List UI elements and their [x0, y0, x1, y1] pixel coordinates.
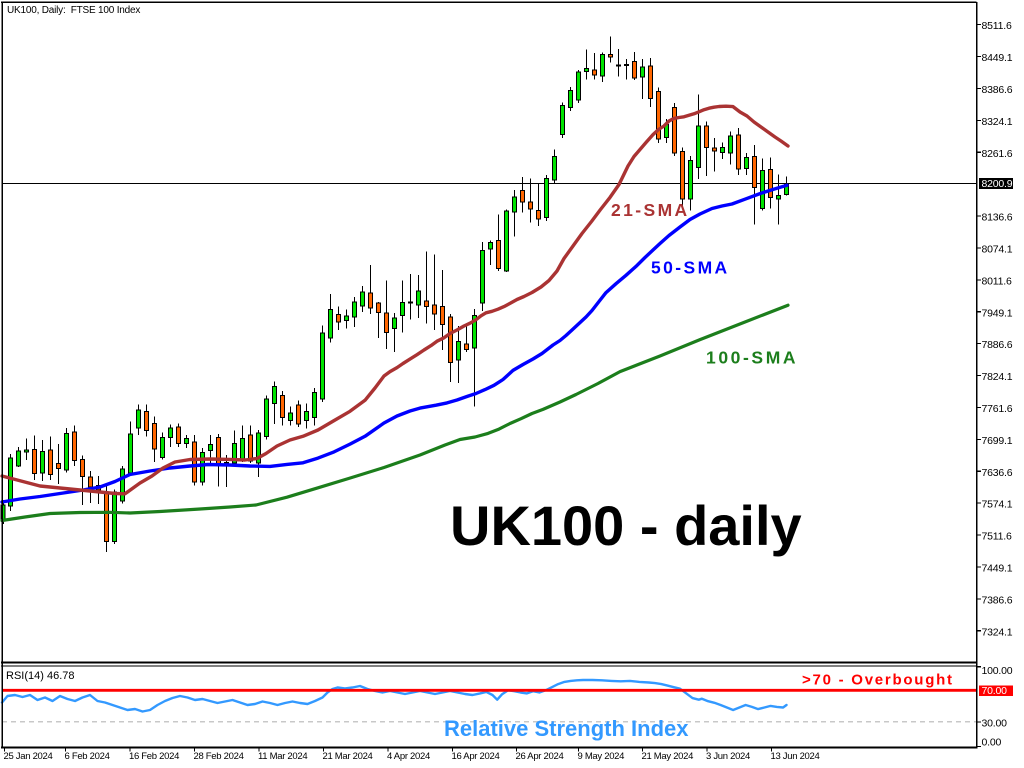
svg-text:UK100 - daily: UK100 - daily: [450, 494, 802, 557]
svg-text:8074.1: 8074.1: [982, 244, 1013, 256]
svg-text:8511.6: 8511.6: [982, 20, 1012, 32]
svg-text:25 Jan 2024: 25 Jan 2024: [4, 751, 53, 762]
svg-text:8136.6: 8136.6: [982, 212, 1013, 224]
svg-text:>70 - Overbought: >70 - Overbought: [802, 672, 954, 689]
svg-text:7386.6: 7386.6: [982, 594, 1013, 606]
svg-text:3 Jun 2024: 3 Jun 2024: [706, 751, 750, 762]
svg-text:8386.6: 8386.6: [982, 84, 1013, 96]
svg-text:7699.1: 7699.1: [982, 435, 1013, 447]
svg-text:8200.9: 8200.9: [982, 178, 1013, 190]
svg-text:13 Jun 2024: 13 Jun 2024: [771, 751, 820, 762]
svg-text:8449.1: 8449.1: [982, 52, 1013, 64]
svg-text:UK100, Daily: FTSE 100 Index: UK100, Daily: FTSE 100 Index: [7, 5, 140, 16]
svg-text:70.00: 70.00: [982, 685, 1008, 697]
svg-text:7449.1: 7449.1: [982, 563, 1013, 575]
svg-text:7574.1: 7574.1: [982, 499, 1013, 511]
svg-text:100-SMA: 100-SMA: [706, 348, 798, 368]
svg-text:8261.6: 8261.6: [982, 148, 1013, 160]
svg-text:7949.1: 7949.1: [982, 307, 1013, 319]
svg-text:6 Feb 2024: 6 Feb 2024: [65, 751, 110, 762]
svg-text:16 Apr 2024: 16 Apr 2024: [452, 751, 500, 762]
svg-text:28 Feb 2024: 28 Feb 2024: [194, 751, 244, 762]
svg-text:30.00: 30.00: [982, 717, 1008, 729]
svg-text:21 Mar 2024: 21 Mar 2024: [323, 751, 373, 762]
svg-text:21 May 2024: 21 May 2024: [642, 751, 694, 762]
svg-text:21-SMA: 21-SMA: [611, 200, 690, 220]
svg-text:50-SMA: 50-SMA: [651, 258, 730, 278]
svg-text:7824.1: 7824.1: [982, 371, 1013, 383]
svg-text:7636.6: 7636.6: [982, 467, 1013, 479]
svg-text:7511.6: 7511.6: [982, 531, 1012, 543]
svg-text:9 May 2024: 9 May 2024: [578, 751, 625, 762]
svg-text:16 Feb 2024: 16 Feb 2024: [129, 751, 179, 762]
svg-text:RSI(14) 46.78: RSI(14) 46.78: [6, 670, 74, 682]
svg-text:7761.6: 7761.6: [982, 403, 1013, 415]
svg-text:7886.6: 7886.6: [982, 339, 1013, 351]
svg-text:8011.6: 8011.6: [982, 275, 1012, 287]
svg-text:11 Mar 2024: 11 Mar 2024: [258, 751, 307, 762]
svg-text:8324.1: 8324.1: [982, 116, 1013, 128]
svg-text:Relative Strength Index: Relative Strength Index: [444, 716, 689, 741]
svg-text:26 Apr 2024: 26 Apr 2024: [516, 751, 564, 762]
svg-text:100.00: 100.00: [982, 665, 1013, 677]
svg-text:0.00: 0.00: [982, 736, 1002, 748]
svg-text:4 Apr 2024: 4 Apr 2024: [387, 751, 430, 762]
svg-text:7324.1: 7324.1: [982, 626, 1013, 638]
